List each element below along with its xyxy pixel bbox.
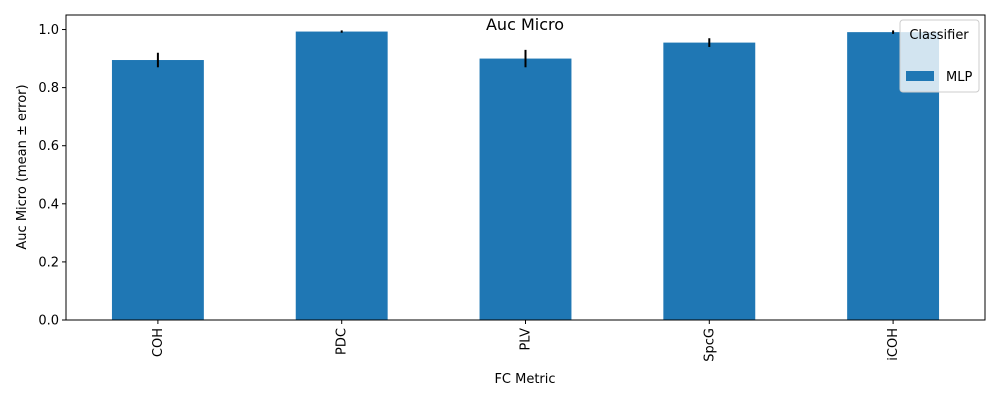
y-tick-label: 1.0 (38, 23, 59, 38)
chart-title: Auc Micro (486, 15, 564, 34)
error-bars-group (156, 30, 895, 68)
x-tick-label: PDC (335, 328, 350, 355)
x-tick-label: COH (151, 328, 166, 357)
bar-coh (111, 60, 204, 321)
y-axis-label: Auc Micro (mean ± error) (15, 84, 30, 249)
legend-swatch-mlp (906, 71, 934, 81)
bars-group (111, 31, 940, 321)
x-axis-label: FC Metric (494, 372, 555, 387)
x-tick-label: iCOH (886, 328, 901, 361)
y-tick-label: 0.4 (38, 197, 59, 212)
y-axis-ticks: 0.0 0.2 0.4 0.6 0.8 1.0 (38, 23, 66, 329)
x-tick-label: SpcG (702, 328, 717, 362)
legend: Classifier MLP (899, 19, 980, 93)
bar-pdc (295, 31, 388, 321)
y-tick-label: 0.0 (38, 314, 59, 329)
bar-spcg (663, 42, 756, 320)
y-tick-label: 0.6 (38, 139, 59, 154)
y-tick-label: 0.2 (38, 255, 59, 270)
x-axis-ticks: COH PDC PLV SpcG iCOH (151, 320, 901, 362)
x-tick-label: PLV (519, 328, 534, 351)
bar-plv (479, 58, 572, 320)
y-tick-label: 0.8 (38, 81, 59, 96)
legend-title: Classifier (909, 28, 969, 43)
legend-label-mlp: MLP (946, 70, 972, 85)
